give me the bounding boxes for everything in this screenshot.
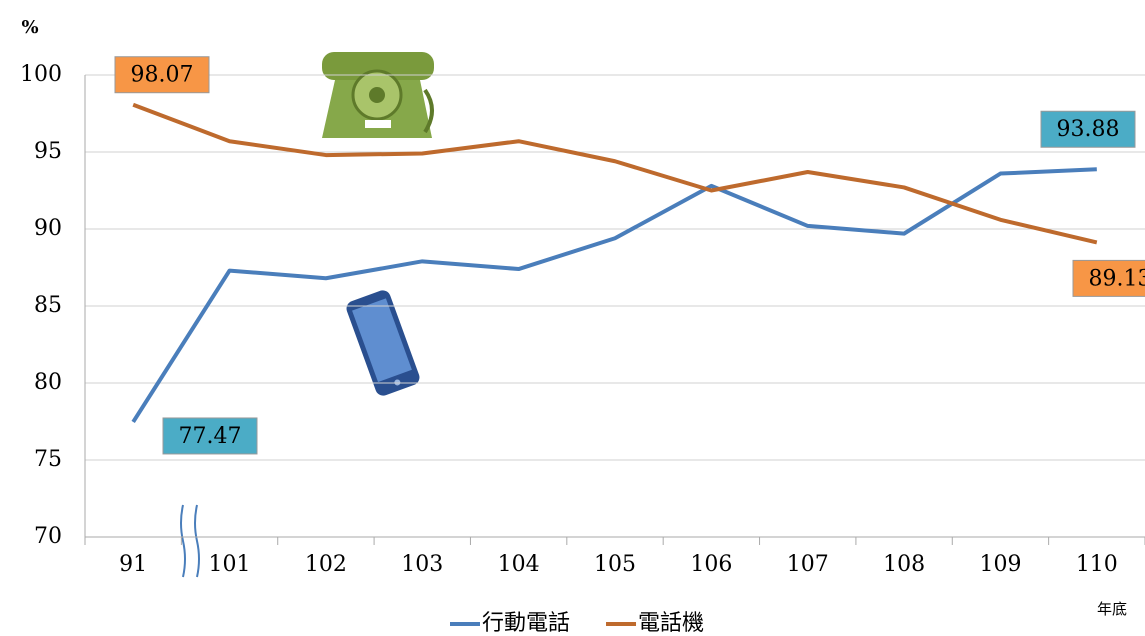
value-label-box: [162, 417, 258, 455]
telephone-icon: [322, 52, 434, 138]
value-label-text: 93.88: [1057, 117, 1120, 142]
value-label-box: [1040, 110, 1136, 148]
x-axis-label: 年底: [1097, 600, 1127, 618]
y-tick-label: 90: [34, 216, 62, 241]
value-label-text: 89.13: [1089, 266, 1145, 291]
value-label-box: [114, 56, 210, 94]
y-axis-label: %: [21, 17, 38, 38]
value-label: 77.47: [162, 417, 258, 455]
x-tick-label: 102: [305, 552, 347, 577]
axis-break: [180, 504, 200, 578]
x-tick-label: 103: [401, 552, 443, 577]
x-tick-label: 110: [1076, 552, 1118, 577]
value-label: 93.88: [1040, 110, 1136, 148]
y-tick-label: 85: [34, 293, 62, 318]
legend-label: 電話機: [638, 611, 704, 636]
x-tick-label: 101: [209, 552, 251, 577]
x-tick-label: 91: [119, 552, 147, 577]
x-tick-label: 105: [594, 552, 636, 577]
x-tick-label: 104: [498, 552, 540, 577]
y-tick-label: 100: [20, 62, 62, 87]
value-label: 98.07: [114, 56, 210, 94]
legend-label: 行動電話: [482, 611, 570, 636]
value-label-text: 98.07: [131, 63, 194, 88]
value-label-box: [1072, 259, 1145, 297]
mobile-icon: [346, 290, 420, 396]
value-label-text: 77.47: [179, 424, 242, 449]
y-tick-label: 95: [34, 139, 62, 164]
x-tick-label: 108: [883, 552, 925, 577]
series-line: [132, 102, 1098, 245]
x-tick-label: 109: [979, 552, 1021, 577]
y-tick-label: 70: [34, 524, 62, 549]
x-tick-label: 106: [690, 552, 732, 577]
y-tick-label: 75: [34, 447, 62, 472]
y-tick-label: 80: [34, 370, 62, 395]
x-tick-label: 107: [787, 552, 829, 577]
series-line: [131, 167, 1097, 424]
value-label: 89.13: [1072, 259, 1145, 297]
